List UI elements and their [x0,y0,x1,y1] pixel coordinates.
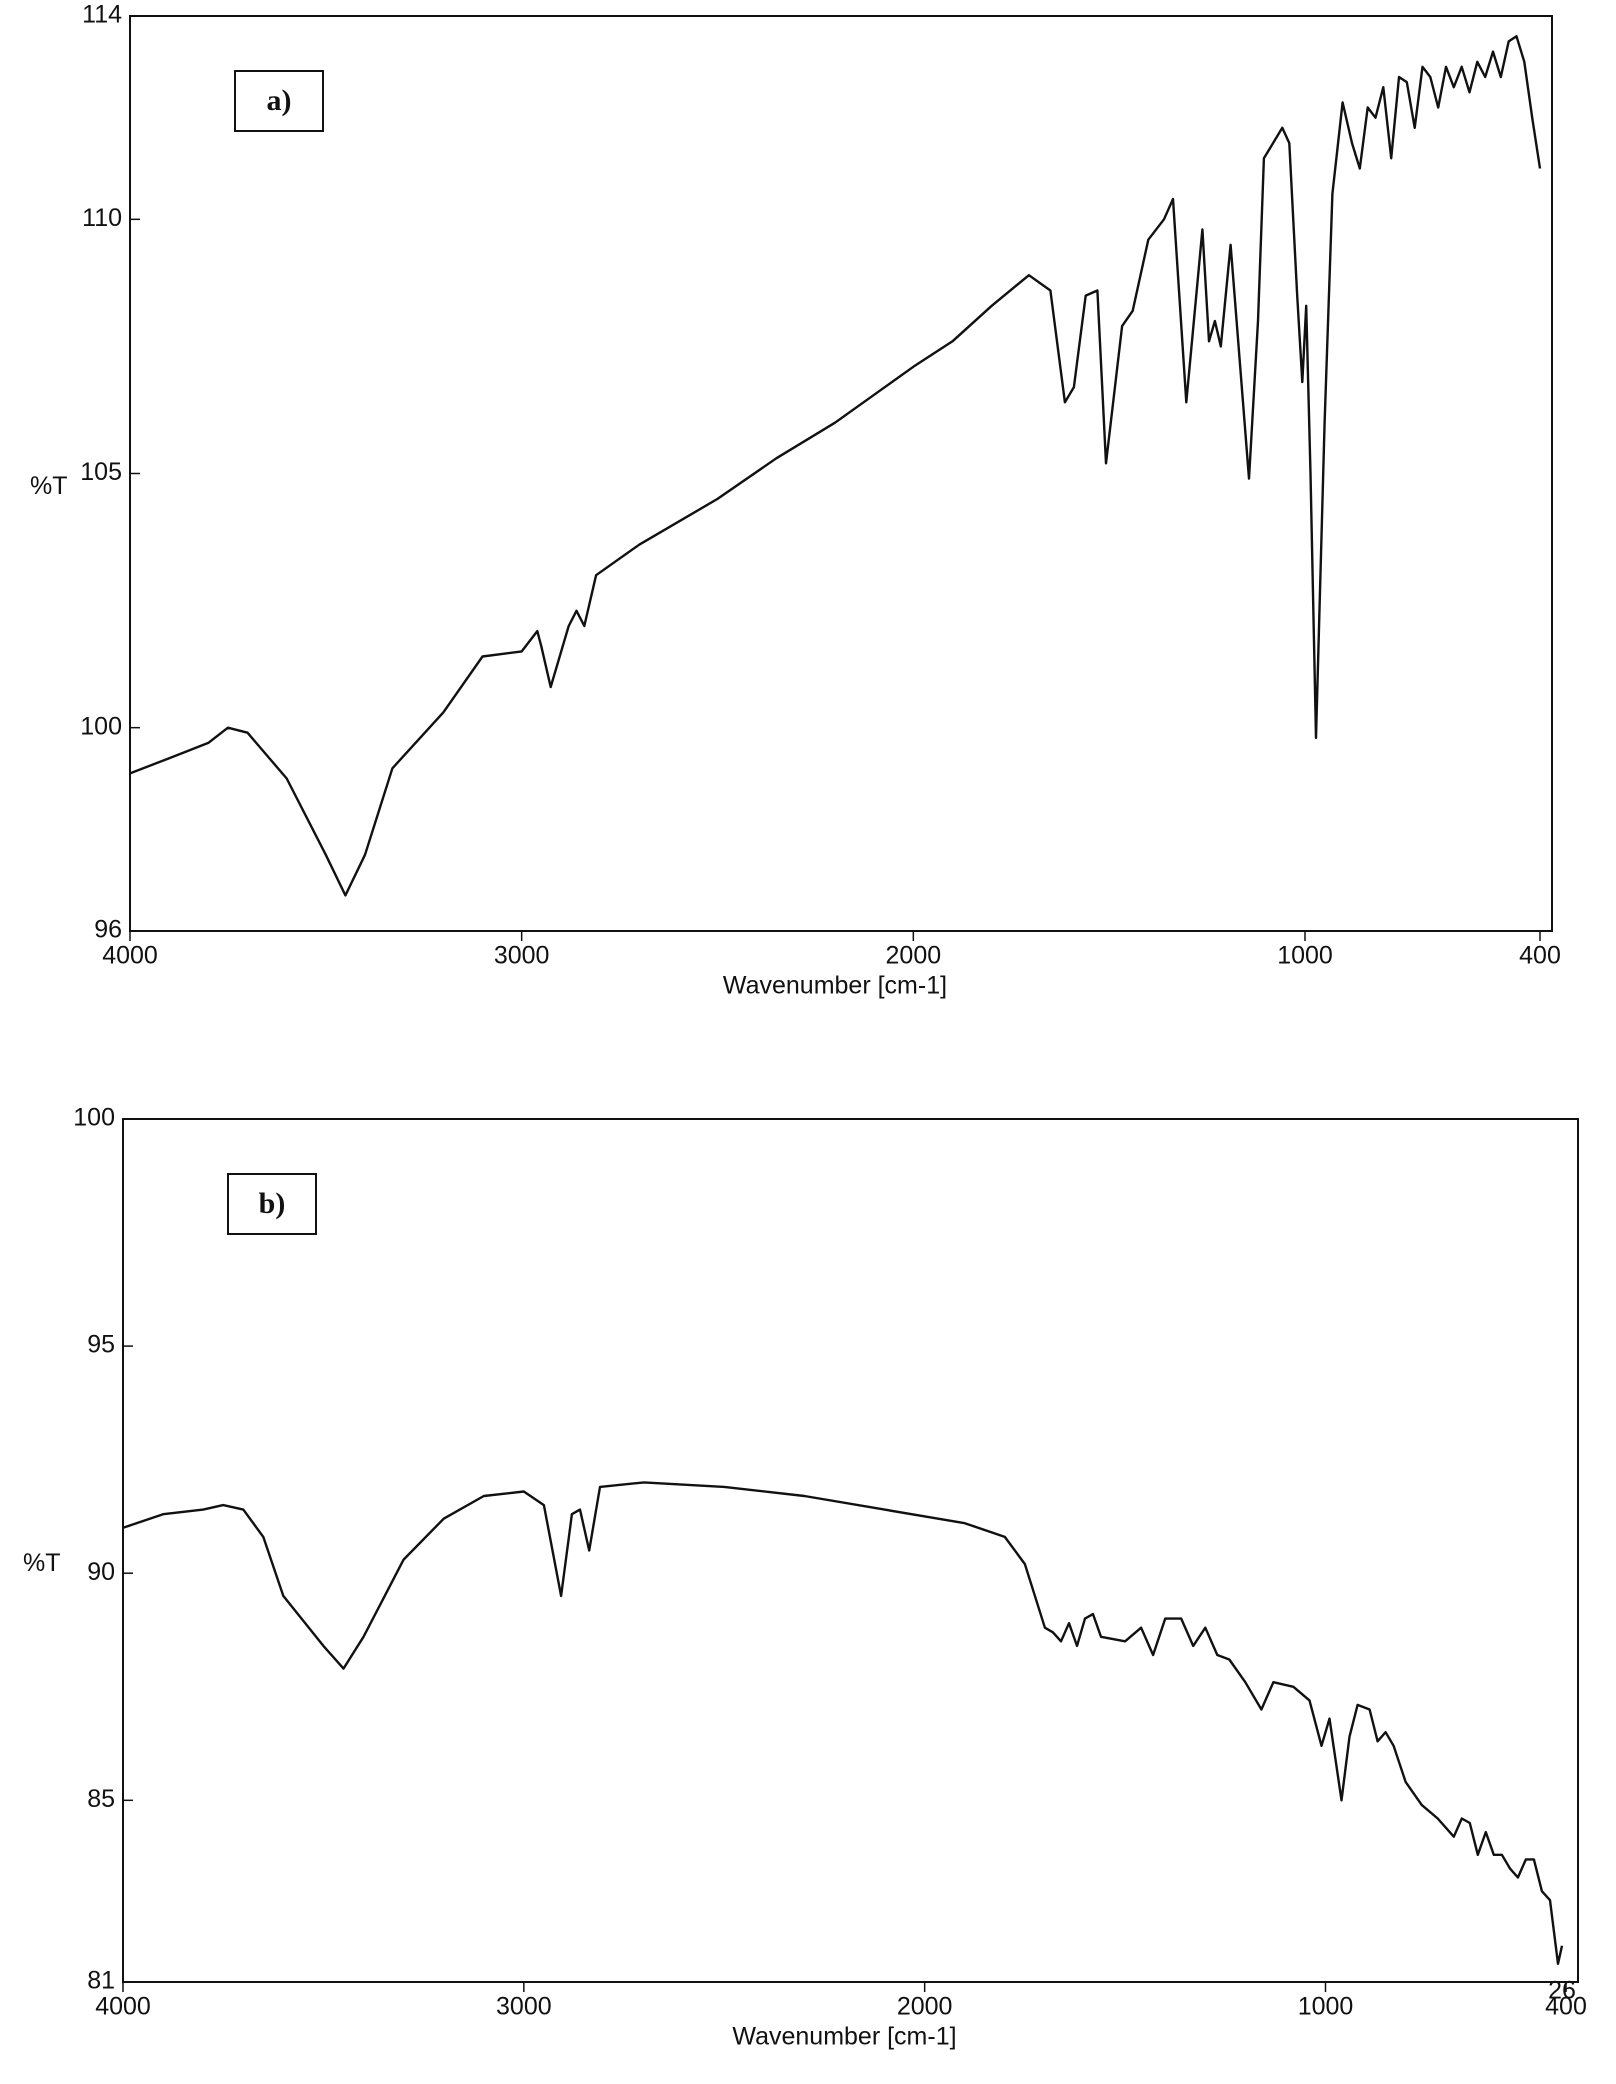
y-tick-label: 85 [87,1785,115,1813]
x-tick-label: 2000 [886,942,942,970]
y-tick-label: 114 [82,1,122,29]
x-tick-label: 400 [1519,942,1561,970]
y-axis-label: %T [30,472,68,500]
y-tick-label: 90 [87,1558,115,1586]
y-tick-label: 95 [87,1331,115,1359]
x-tick-label: 3000 [496,1993,552,2021]
annotation: 26 [1548,1977,1576,2005]
y-axis-label: %T [23,1549,61,1577]
x-tick-label: 4000 [102,942,158,970]
y-tick-label: 100 [80,712,122,740]
panel-label-box [234,70,324,132]
x-tick-label: 1000 [1277,942,1333,970]
x-tick-label: 2000 [897,1993,953,2021]
x-axis-label: Wavenumber [cm-1] [732,2023,956,2051]
y-tick-label: 81 [87,1967,115,1995]
panel-label: b) [259,1187,286,1220]
y-tick-label: 100 [73,1104,115,1132]
x-tick-label: 3000 [494,942,550,970]
spectrum-line [122,1481,1564,1965]
y-tick-label: 105 [80,458,122,486]
spectrum-line [129,35,1542,897]
x-axis-label: Wavenumber [cm-1] [723,972,947,1000]
plot-frame [129,15,1553,932]
y-tick-label: 110 [82,204,122,232]
panel-label-box [227,1173,317,1235]
y-tick-label: 96 [94,916,122,944]
x-tick-label: 400 [1545,1993,1587,2021]
x-tick-label: 4000 [95,1993,151,2021]
x-tick-label: 1000 [1298,1993,1354,2021]
plot-frame [122,1118,1579,1983]
panel-label: a) [267,84,292,117]
